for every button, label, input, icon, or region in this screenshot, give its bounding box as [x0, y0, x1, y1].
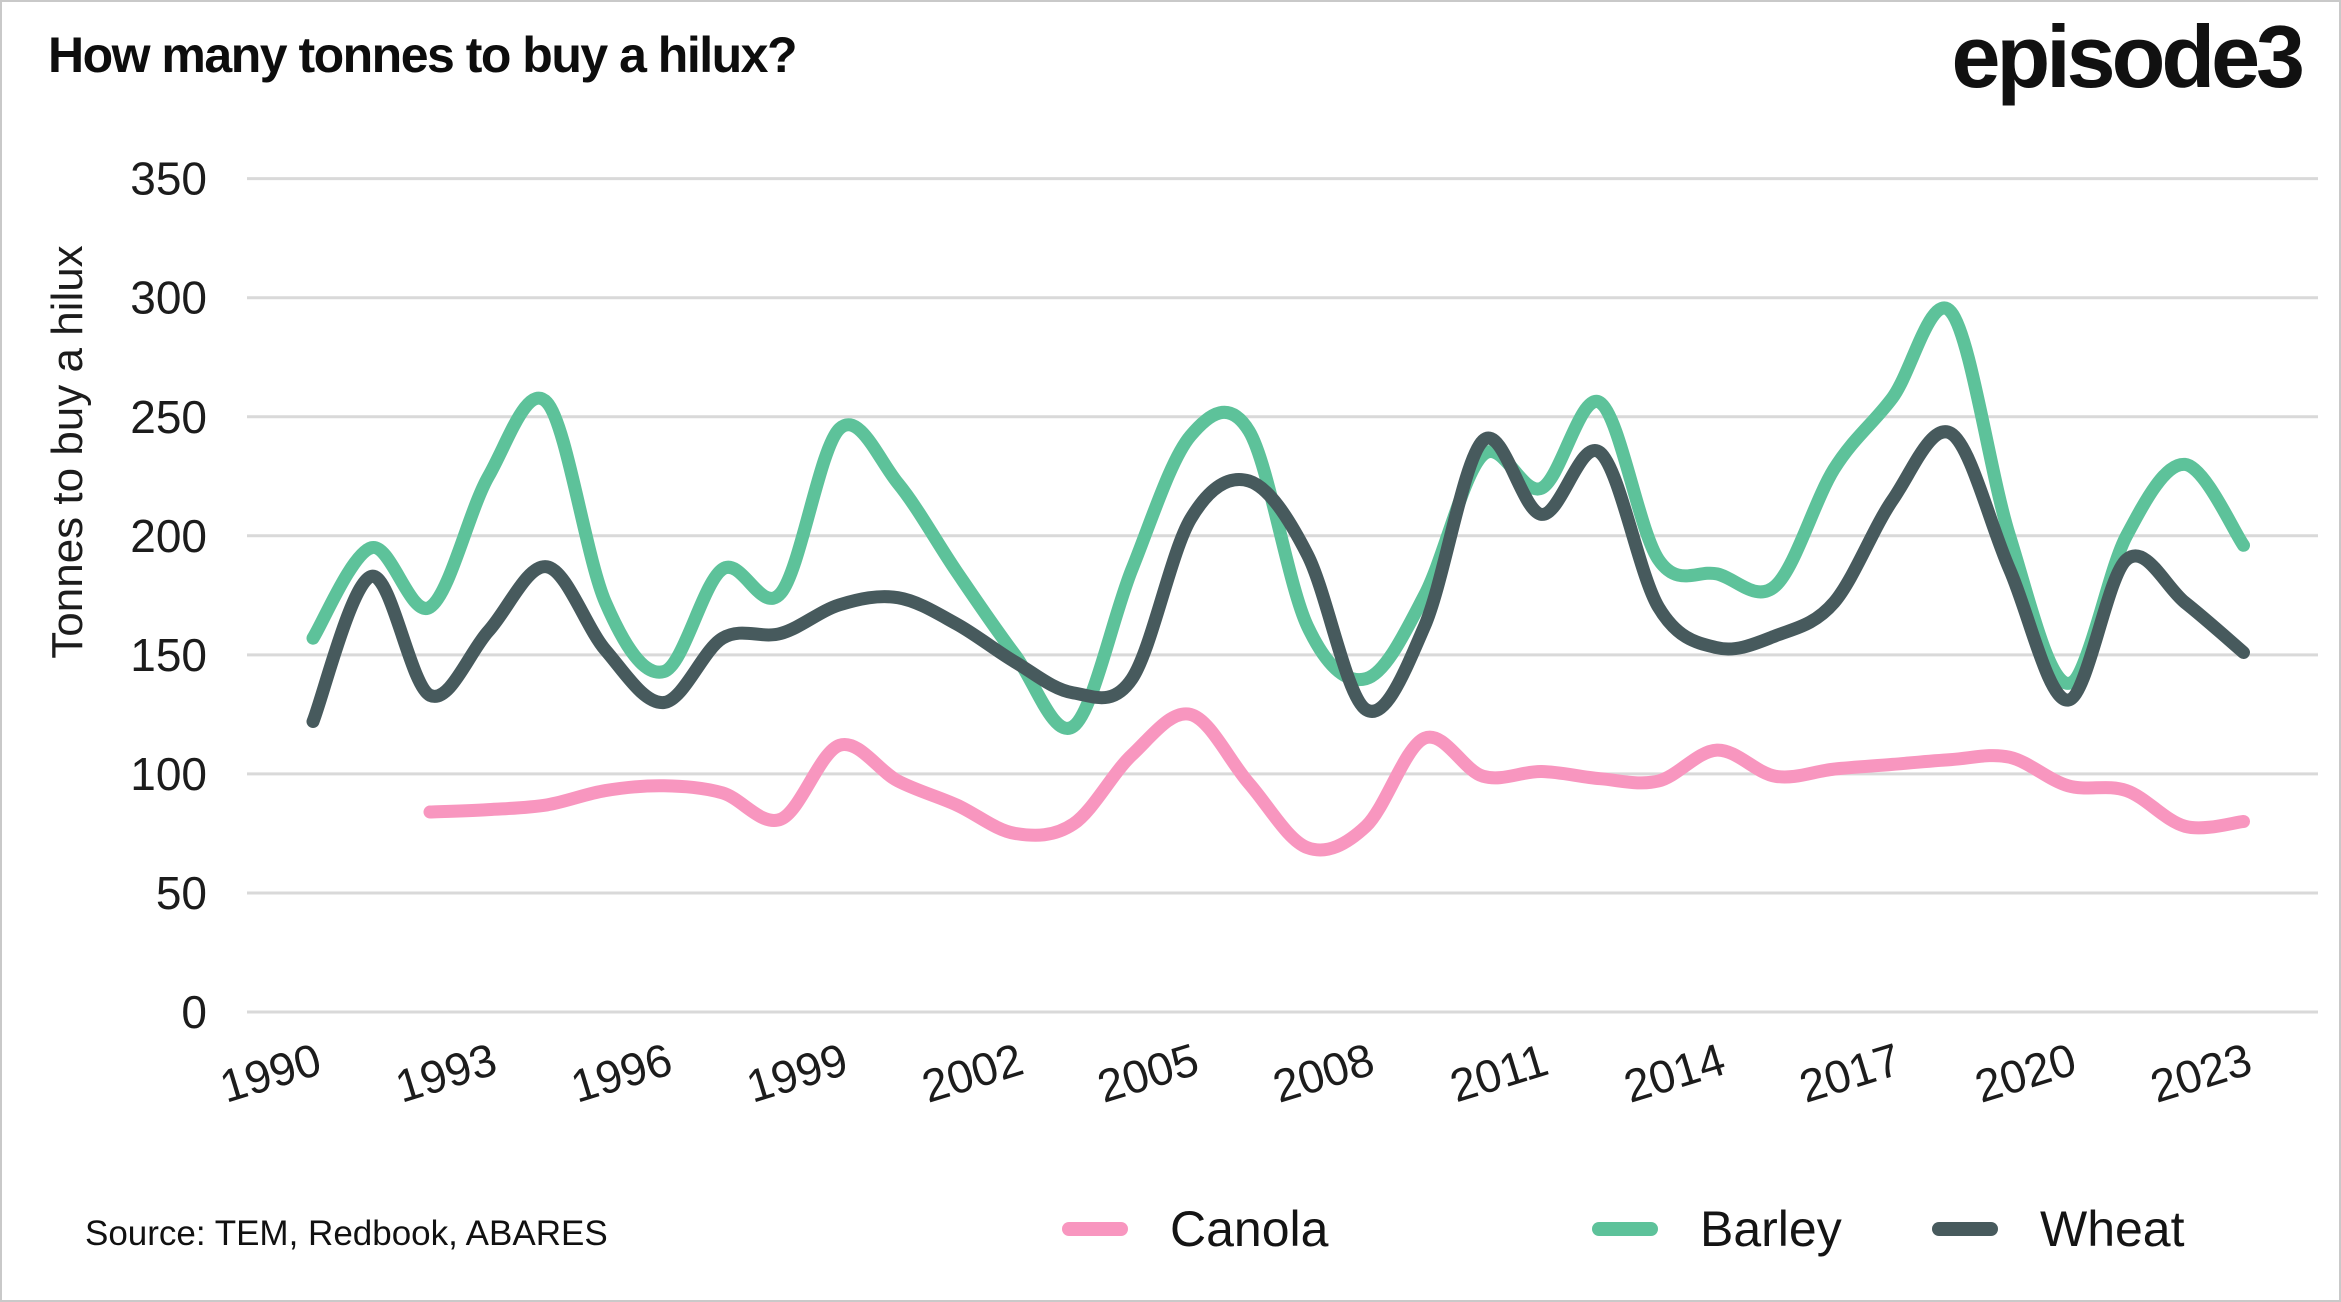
x-tick-label: 2002 [916, 1033, 1029, 1113]
y-tick-label: 50 [156, 867, 207, 919]
episode3-logo: episode3 [1951, 7, 2305, 106]
y-tick-label: 0 [181, 986, 207, 1038]
legend-swatch-barley [1592, 1222, 1658, 1236]
legend-item-canola: Canola [1062, 1194, 1328, 1264]
x-tick-label: 2005 [1091, 1033, 1204, 1113]
legend-item-barley: Barley [1592, 1194, 1842, 1264]
legend-label: Canola [1170, 1201, 1329, 1257]
series-line-wheat [306, 425, 2250, 729]
y-tick-label: 200 [130, 510, 207, 562]
series-line-canola [423, 707, 2250, 857]
x-tick-label: 1999 [740, 1033, 853, 1113]
source-note: Source: TEM, Redbook, ABARES [85, 1214, 608, 1253]
legend-swatch-canola [1062, 1222, 1128, 1236]
x-tick-label: 2014 [1618, 1033, 1731, 1113]
series-line-barley [306, 301, 2250, 735]
y-tick-label: 250 [130, 391, 207, 443]
y-axis-title: Tonnes to buy a hilux [43, 245, 92, 659]
x-tick-label: 1993 [389, 1033, 502, 1113]
page-title: How many tonnes to buy a hilux? [48, 27, 798, 83]
x-tick-label: 1990 [214, 1033, 327, 1113]
x-tick-label: 2020 [1969, 1033, 2082, 1113]
y-tick-label: 300 [130, 272, 207, 324]
y-tick-label: 100 [130, 748, 207, 800]
legend-label: Barley [1700, 1201, 1842, 1257]
legend-label: Wheat [2040, 1201, 2185, 1257]
y-tick-label: 150 [130, 629, 207, 681]
legend-item-wheat: Wheat [1932, 1194, 2185, 1264]
x-tick-label: 2011 [1444, 1033, 1554, 1112]
chart-legend: Canola Barley Wheat [2, 1194, 2339, 1264]
y-tick-label: 350 [130, 153, 207, 205]
x-tick-label: 1996 [565, 1033, 678, 1113]
x-tick-label: 2017 [1793, 1033, 1906, 1113]
x-tick-label: 2008 [1267, 1033, 1380, 1113]
x-tick-label: 2023 [2144, 1033, 2257, 1113]
legend-swatch-wheat [1932, 1222, 1998, 1236]
